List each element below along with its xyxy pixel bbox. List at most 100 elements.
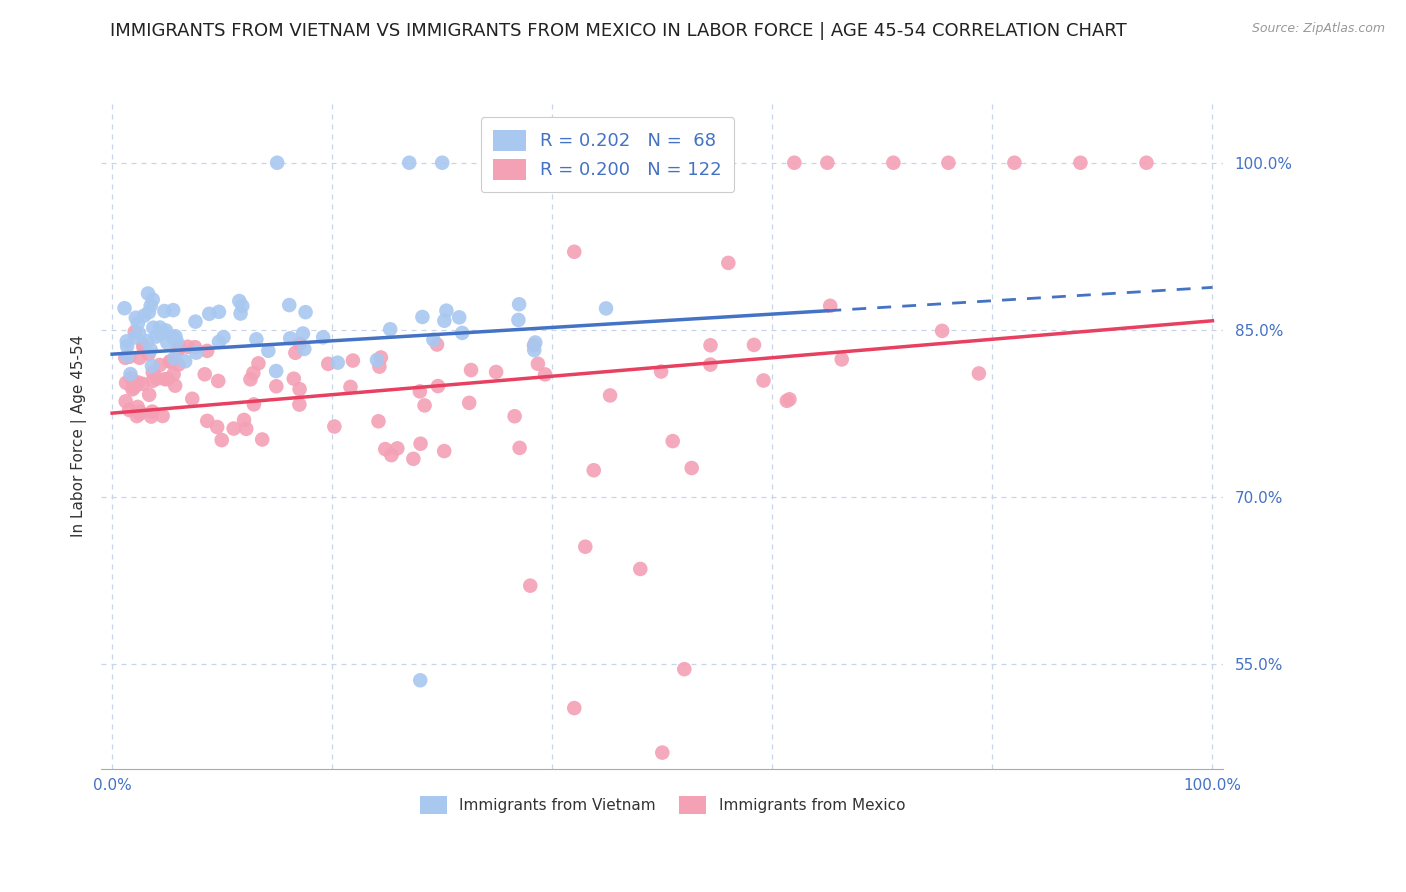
- Point: [380, 322, 402, 336]
- Point: [212, 330, 235, 344]
- Point: [205, 420, 228, 434]
- Point: [125, 409, 148, 424]
- Point: [129, 407, 152, 421]
- Point: [228, 293, 250, 308]
- Point: [115, 339, 138, 353]
- Point: [142, 293, 165, 307]
- Point: [433, 314, 456, 328]
- Point: [139, 343, 162, 357]
- Point: [167, 358, 190, 372]
- Point: [149, 358, 172, 372]
- Text: IMMIGRANTS FROM VIETNAM VS IMMIGRANTS FROM MEXICO IN LABOR FORCE | AGE 45-54 COR: IMMIGRANTS FROM VIETNAM VS IMMIGRANTS FR…: [110, 22, 1128, 40]
- Point: [398, 155, 420, 169]
- Point: [257, 343, 280, 358]
- Point: [413, 398, 436, 412]
- Point: [411, 310, 433, 324]
- Point: [288, 382, 311, 396]
- Point: [235, 422, 257, 436]
- Point: [778, 392, 800, 407]
- Point: [136, 334, 159, 348]
- Point: [562, 244, 585, 259]
- Point: [250, 433, 273, 447]
- Point: [141, 359, 163, 373]
- Point: [266, 155, 288, 169]
- Point: [931, 324, 953, 338]
- Point: [245, 332, 267, 346]
- Point: [409, 384, 432, 399]
- Point: [162, 368, 184, 382]
- Point: [132, 341, 155, 355]
- Point: [124, 325, 146, 339]
- Point: [673, 662, 696, 676]
- Point: [156, 372, 179, 386]
- Point: [207, 374, 229, 388]
- Point: [211, 433, 233, 447]
- Point: [118, 403, 141, 417]
- Point: [194, 368, 217, 382]
- Point: [458, 396, 481, 410]
- Point: [288, 336, 311, 351]
- Point: [651, 746, 673, 760]
- Point: [132, 376, 155, 391]
- Point: [195, 414, 218, 428]
- Point: [650, 365, 672, 379]
- Point: [115, 376, 138, 390]
- Point: [283, 372, 305, 386]
- Point: [776, 393, 799, 408]
- Point: [145, 329, 167, 343]
- Point: [1069, 155, 1091, 169]
- Point: [231, 299, 253, 313]
- Point: [291, 326, 314, 341]
- Point: [149, 326, 172, 341]
- Point: [120, 367, 142, 381]
- Point: [508, 297, 530, 311]
- Point: [574, 540, 596, 554]
- Point: [278, 298, 301, 312]
- Point: [181, 392, 204, 406]
- Point: [380, 448, 402, 462]
- Point: [292, 342, 315, 356]
- Point: [266, 379, 288, 393]
- Point: [284, 346, 307, 360]
- Point: [752, 374, 775, 388]
- Point: [503, 409, 526, 424]
- Point: [159, 355, 181, 369]
- Point: [166, 334, 188, 349]
- Point: [247, 356, 270, 370]
- Point: [402, 451, 425, 466]
- Point: [818, 299, 841, 313]
- Point: [409, 673, 432, 688]
- Point: [326, 356, 349, 370]
- Point: [534, 368, 557, 382]
- Point: [426, 379, 449, 393]
- Point: [374, 442, 396, 456]
- Point: [165, 378, 187, 392]
- Point: [152, 409, 174, 423]
- Point: [367, 414, 389, 428]
- Point: [114, 394, 136, 409]
- Point: [242, 366, 264, 380]
- Point: [208, 305, 231, 319]
- Point: [115, 334, 138, 349]
- Point: [141, 409, 163, 424]
- Point: [114, 301, 136, 316]
- Point: [138, 305, 160, 319]
- Point: [153, 304, 176, 318]
- Point: [485, 365, 508, 379]
- Point: [142, 320, 165, 334]
- Point: [1135, 155, 1157, 169]
- Point: [717, 256, 740, 270]
- Point: [742, 338, 765, 352]
- Point: [582, 463, 605, 477]
- Point: [312, 330, 335, 344]
- Point: [233, 413, 256, 427]
- Point: [595, 301, 617, 316]
- Point: [122, 380, 145, 394]
- Point: [519, 579, 541, 593]
- Y-axis label: In Labor Force | Age 45-54: In Labor Force | Age 45-54: [72, 334, 87, 536]
- Point: [699, 358, 721, 372]
- Point: [174, 354, 197, 368]
- Point: [195, 343, 218, 358]
- Point: [288, 398, 311, 412]
- Point: [184, 315, 207, 329]
